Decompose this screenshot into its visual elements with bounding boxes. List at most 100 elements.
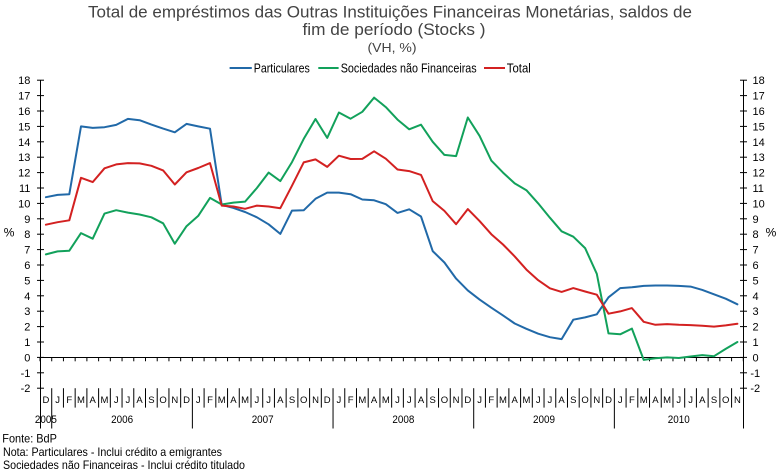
svg-text:Nota: Particulares - Inclui cr: Nota: Particulares - Inclui crédito a em… <box>3 445 222 459</box>
svg-text:J: J <box>407 395 412 406</box>
svg-text:11: 11 <box>19 183 30 195</box>
svg-text:2005: 2005 <box>35 414 57 426</box>
svg-text:O: O <box>722 395 729 406</box>
svg-text:Total: Total <box>507 61 531 75</box>
svg-text:J: J <box>395 395 400 406</box>
svg-text:2010: 2010 <box>668 414 690 426</box>
svg-text:A: A <box>136 395 143 406</box>
svg-text:1: 1 <box>24 337 30 349</box>
svg-text:12: 12 <box>18 168 30 180</box>
svg-text:-2: -2 <box>21 383 31 395</box>
svg-text:18: 18 <box>753 75 765 87</box>
svg-text:5: 5 <box>24 275 30 287</box>
svg-text:M: M <box>101 395 109 406</box>
svg-text:A: A <box>699 395 706 406</box>
svg-text:A: A <box>512 395 519 406</box>
svg-text:N: N <box>312 395 319 406</box>
svg-text:14: 14 <box>18 137 30 149</box>
svg-text:%: % <box>4 225 15 239</box>
svg-text:A: A <box>558 395 565 406</box>
svg-text:O: O <box>159 395 166 406</box>
svg-text:D: D <box>324 395 331 406</box>
svg-text:8: 8 <box>753 229 759 241</box>
svg-text:J: J <box>337 395 342 406</box>
svg-text:9: 9 <box>24 214 30 226</box>
svg-text:18: 18 <box>18 75 30 87</box>
svg-text:6: 6 <box>24 260 30 272</box>
svg-text:M: M <box>640 395 648 406</box>
svg-text:(VH, %): (VH, %) <box>368 40 417 55</box>
svg-text:16: 16 <box>753 106 765 118</box>
svg-text:Fonte: BdP: Fonte: BdP <box>2 431 57 445</box>
svg-text:2008: 2008 <box>392 414 414 426</box>
svg-text:13: 13 <box>753 152 765 164</box>
svg-text:M: M <box>382 395 390 406</box>
svg-text:14: 14 <box>753 137 765 149</box>
svg-text:2007: 2007 <box>252 414 274 426</box>
svg-text:A: A <box>90 395 97 406</box>
svg-text:J: J <box>266 395 271 406</box>
svg-text:8: 8 <box>24 229 30 241</box>
svg-text:F: F <box>207 395 213 406</box>
svg-text:0: 0 <box>753 352 759 364</box>
svg-text:-2: -2 <box>750 383 760 395</box>
svg-text:Total de empréstimos das Outra: Total de empréstimos das Outras Institui… <box>88 2 692 21</box>
svg-text:A: A <box>277 395 284 406</box>
svg-text:3: 3 <box>24 306 30 318</box>
svg-text:D: D <box>42 395 49 406</box>
svg-text:J: J <box>196 395 201 406</box>
svg-text:F: F <box>348 395 354 406</box>
svg-text:7: 7 <box>753 245 759 257</box>
svg-text:17: 17 <box>18 91 30 103</box>
svg-text:2: 2 <box>24 322 30 334</box>
svg-text:F: F <box>629 395 635 406</box>
svg-text:M: M <box>499 395 507 406</box>
svg-text:11: 11 <box>753 183 764 195</box>
svg-text:D: D <box>464 395 471 406</box>
svg-text:J: J <box>536 395 541 406</box>
svg-text:S: S <box>289 395 295 406</box>
svg-text:O: O <box>300 395 307 406</box>
svg-text:15: 15 <box>18 121 30 133</box>
svg-text:J: J <box>126 395 131 406</box>
svg-text:J: J <box>55 395 60 406</box>
svg-text:M: M <box>522 395 530 406</box>
svg-text:M: M <box>241 395 249 406</box>
svg-text:D: D <box>605 395 612 406</box>
svg-text:N: N <box>453 395 460 406</box>
svg-text:2: 2 <box>753 322 759 334</box>
svg-text:M: M <box>358 395 366 406</box>
svg-text:2006: 2006 <box>111 414 133 426</box>
svg-text:4: 4 <box>753 291 759 303</box>
svg-text:5: 5 <box>753 275 759 287</box>
svg-text:J: J <box>477 395 482 406</box>
svg-text:F: F <box>488 395 494 406</box>
svg-text:M: M <box>663 395 671 406</box>
svg-text:F: F <box>66 395 72 406</box>
svg-text:O: O <box>581 395 588 406</box>
svg-text:A: A <box>652 395 659 406</box>
svg-text:O: O <box>441 395 448 406</box>
svg-text:J: J <box>676 395 681 406</box>
svg-text:-1: -1 <box>21 368 31 380</box>
svg-text:M: M <box>77 395 85 406</box>
svg-text:10: 10 <box>18 198 30 210</box>
svg-text:A: A <box>418 395 425 406</box>
svg-text:7: 7 <box>24 245 30 257</box>
svg-text:S: S <box>430 395 436 406</box>
svg-text:M: M <box>218 395 226 406</box>
svg-text:4: 4 <box>24 291 30 303</box>
svg-text:17: 17 <box>753 91 765 103</box>
svg-text:N: N <box>734 395 741 406</box>
svg-text:6: 6 <box>753 260 759 272</box>
svg-text:16: 16 <box>18 106 30 118</box>
svg-text:Sociedades não Financeiras - I: Sociedades não Financeiras - Inclui créd… <box>3 458 245 472</box>
svg-text:9: 9 <box>753 214 759 226</box>
svg-text:J: J <box>255 395 260 406</box>
svg-text:S: S <box>148 395 154 406</box>
svg-text:A: A <box>371 395 378 406</box>
svg-text:2009: 2009 <box>533 414 555 426</box>
svg-text:Particulares: Particulares <box>254 61 310 75</box>
svg-text:%: % <box>766 225 777 239</box>
svg-text:D: D <box>183 395 190 406</box>
